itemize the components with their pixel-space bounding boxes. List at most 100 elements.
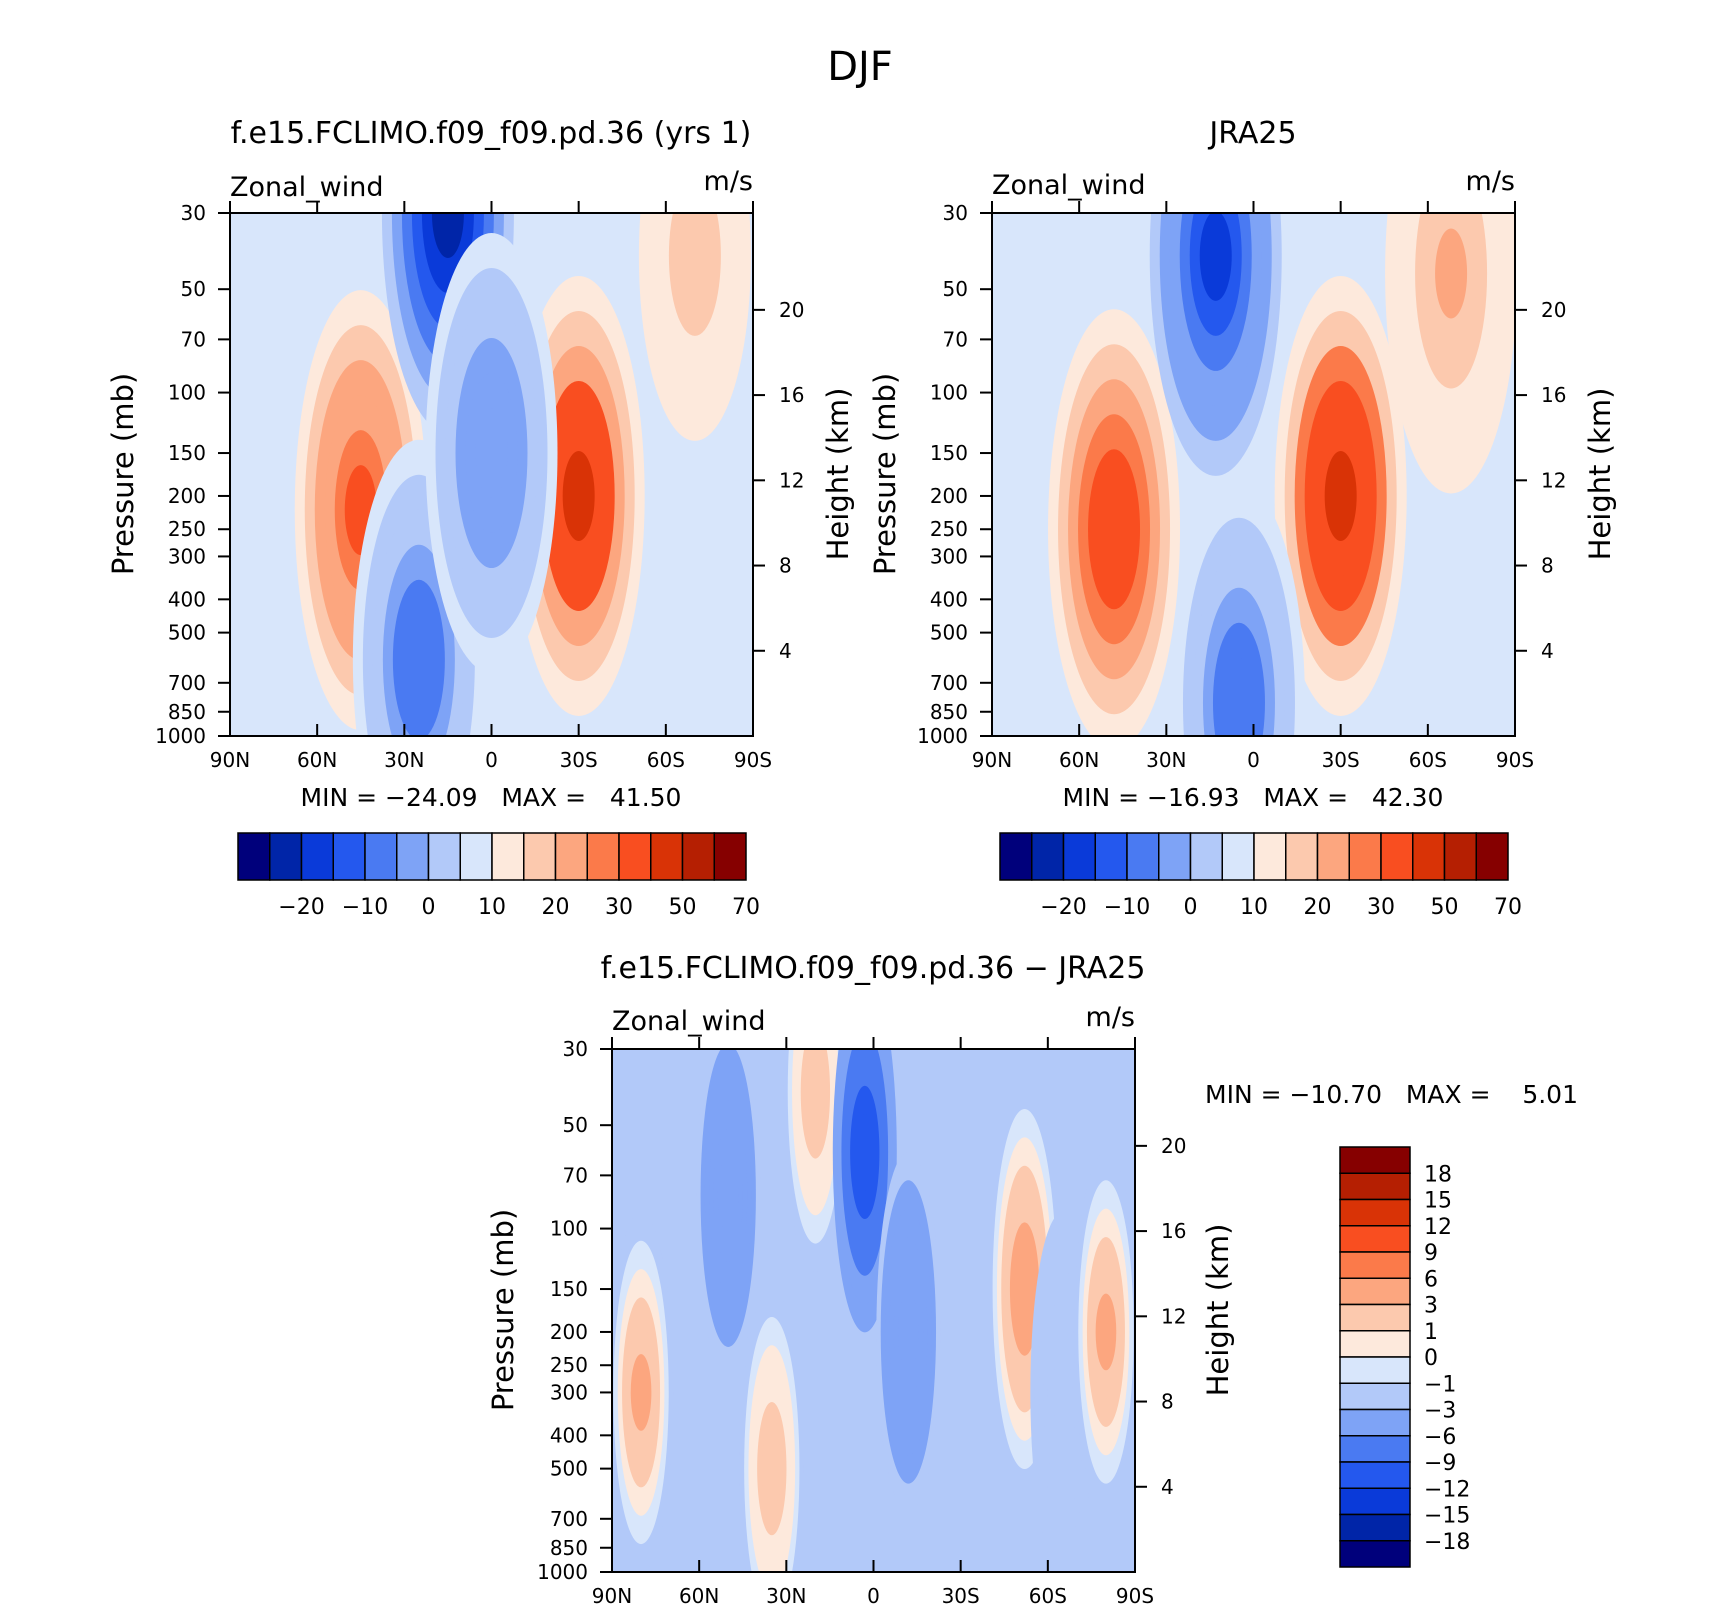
contour-shell-0-1	[1324, 450, 1357, 541]
contour-shell-2-1	[1199, 213, 1232, 301]
x-tick-label: 0	[485, 748, 498, 772]
colorbar-box	[1348, 832, 1382, 881]
x-tick-label: 0	[1247, 748, 1260, 772]
y2-axis-title: Height (km)	[1201, 1224, 1235, 1397]
colorbar-box	[1316, 832, 1350, 881]
y-tick-label: 400	[930, 587, 968, 611]
y2-axis-title: Height (km)	[1583, 388, 1617, 561]
colorbar-label: 70	[1494, 895, 1522, 920]
contour-shell-4-1	[1222, 657, 1255, 736]
stats-label: MIN = −16.93 MAX = 42.30	[1063, 783, 1444, 812]
variable-label: Zonal_wind	[612, 1006, 766, 1037]
panel-obs: JRA25 Zonal_wind m/s 90N 60N 30N 0 30S 60S 90S…	[868, 116, 1617, 920]
y-tick-label: 250	[168, 517, 206, 541]
y-tick-label: 30	[943, 201, 968, 225]
colorbar-box	[1126, 832, 1160, 881]
y-tick-label: 70	[181, 327, 206, 351]
x-tick-label: 90S	[1116, 1584, 1154, 1608]
y-tick-label: 100	[550, 1217, 588, 1241]
colorbar-label: 20	[1304, 895, 1332, 920]
colorbar-box	[1339, 1540, 1411, 1568]
y-tick-label: 500	[930, 621, 968, 645]
x-tick-label: 90N	[592, 1584, 632, 1608]
y2-tick-label: 4	[1161, 1475, 1174, 1499]
colorbar-box	[523, 832, 557, 881]
colorbar-label: 30	[1367, 895, 1395, 920]
contour-shell-2-1	[431, 213, 464, 258]
colorbar-box	[1339, 1251, 1411, 1279]
colorbar-box	[1339, 1277, 1411, 1306]
colorbar-label: −6	[1424, 1425, 1456, 1450]
y-tick-label: 200	[168, 484, 206, 508]
colorbar-box	[586, 832, 620, 881]
colorbar-box	[999, 832, 1033, 881]
y-tick-label: 400	[168, 587, 206, 611]
colorbar-box	[1339, 1513, 1411, 1542]
colorbar-box	[1339, 1146, 1411, 1174]
panel-title: JRA25	[1207, 116, 1296, 151]
figure-title: DJF	[827, 44, 893, 90]
contour-shell-8-1	[1095, 1293, 1117, 1371]
contour-shell-5-1	[475, 408, 508, 499]
x-tick-label: 90S	[1496, 748, 1534, 772]
colorbar-box	[681, 832, 715, 881]
contour-shell-1-1	[717, 1156, 739, 1234]
colorbar-label: 70	[732, 895, 760, 920]
colorbar-label: −10	[1104, 895, 1150, 920]
colorbar-box	[237, 832, 271, 881]
y-axis-title: Pressure (mb)	[106, 373, 140, 575]
colorbar-box	[1339, 1408, 1411, 1437]
x-tick-label: 60N	[297, 748, 337, 772]
colorbar-label: 10	[1240, 895, 1268, 920]
x-tick-label: 60S	[1029, 1584, 1067, 1608]
colorbar-box	[1189, 832, 1223, 881]
colorbar-box	[1412, 832, 1446, 881]
contour-shell-0-1	[630, 1354, 652, 1431]
y-tick-label: 1000	[155, 724, 206, 748]
colorbar-label: 30	[605, 895, 633, 920]
colorbar-box	[1339, 1435, 1411, 1463]
contour-shell-4-1	[402, 614, 435, 705]
colorbar-label: −1	[1424, 1372, 1456, 1397]
y2-tick-label: 20	[1541, 298, 1566, 322]
panel-title: f.e15.FCLIMO.f09_f09.pd.36 − JRA25	[601, 951, 1146, 986]
y-tick-label: 150	[930, 441, 968, 465]
contour-shell-7-1	[1052, 1354, 1073, 1431]
colorbar-label: 1	[1424, 1320, 1438, 1345]
y2-tick-label: 16	[779, 383, 804, 407]
y-tick-label: 1000	[917, 724, 968, 748]
y-axis-title: Pressure (mb)	[868, 373, 902, 575]
panel-diff: f.e15.FCLIMO.f09_f09.pd.36 − JRA25 Zonal…	[486, 951, 1578, 1608]
colorbar-box	[1062, 832, 1096, 881]
y-tick-label: 300	[930, 544, 968, 568]
colorbar-label: −10	[342, 895, 388, 920]
contour-field	[230, 213, 753, 736]
colorbar-box	[1158, 832, 1192, 881]
colorbar-box	[364, 832, 398, 881]
y2-tick-label: 12	[779, 468, 804, 492]
units-label: m/s	[1466, 166, 1515, 197]
colorbar-box	[1094, 832, 1128, 881]
colorbar-label: −20	[278, 895, 324, 920]
y-tick-label: 100	[168, 381, 206, 405]
y2-tick-label: 8	[1541, 554, 1554, 578]
contour-shell-0-1	[562, 450, 595, 541]
stats-label: MIN = −10.70 MAX = 5.01	[1205, 1080, 1578, 1109]
y2-axis-title: Height (km)	[821, 388, 855, 561]
colorbar-box	[459, 832, 493, 881]
y-tick-label: 250	[930, 517, 968, 541]
colorbar-box	[618, 832, 652, 881]
colorbar-box	[1339, 1303, 1411, 1332]
contour-shell-3-1	[805, 1053, 826, 1131]
y-tick-label: 850	[168, 700, 206, 724]
colorbar-box	[1339, 1487, 1411, 1516]
colorbar-label: 50	[1431, 895, 1459, 920]
colorbar-box	[1339, 1461, 1411, 1489]
x-tick-label: 30S	[942, 1584, 980, 1608]
colorbar-label: 10	[478, 895, 506, 920]
y-tick-label: 300	[550, 1380, 588, 1404]
colorbar-box	[554, 832, 588, 881]
y-tick-label: 400	[550, 1423, 588, 1447]
colorbar-box	[1443, 832, 1477, 881]
colorbar-label: 0	[422, 895, 436, 920]
